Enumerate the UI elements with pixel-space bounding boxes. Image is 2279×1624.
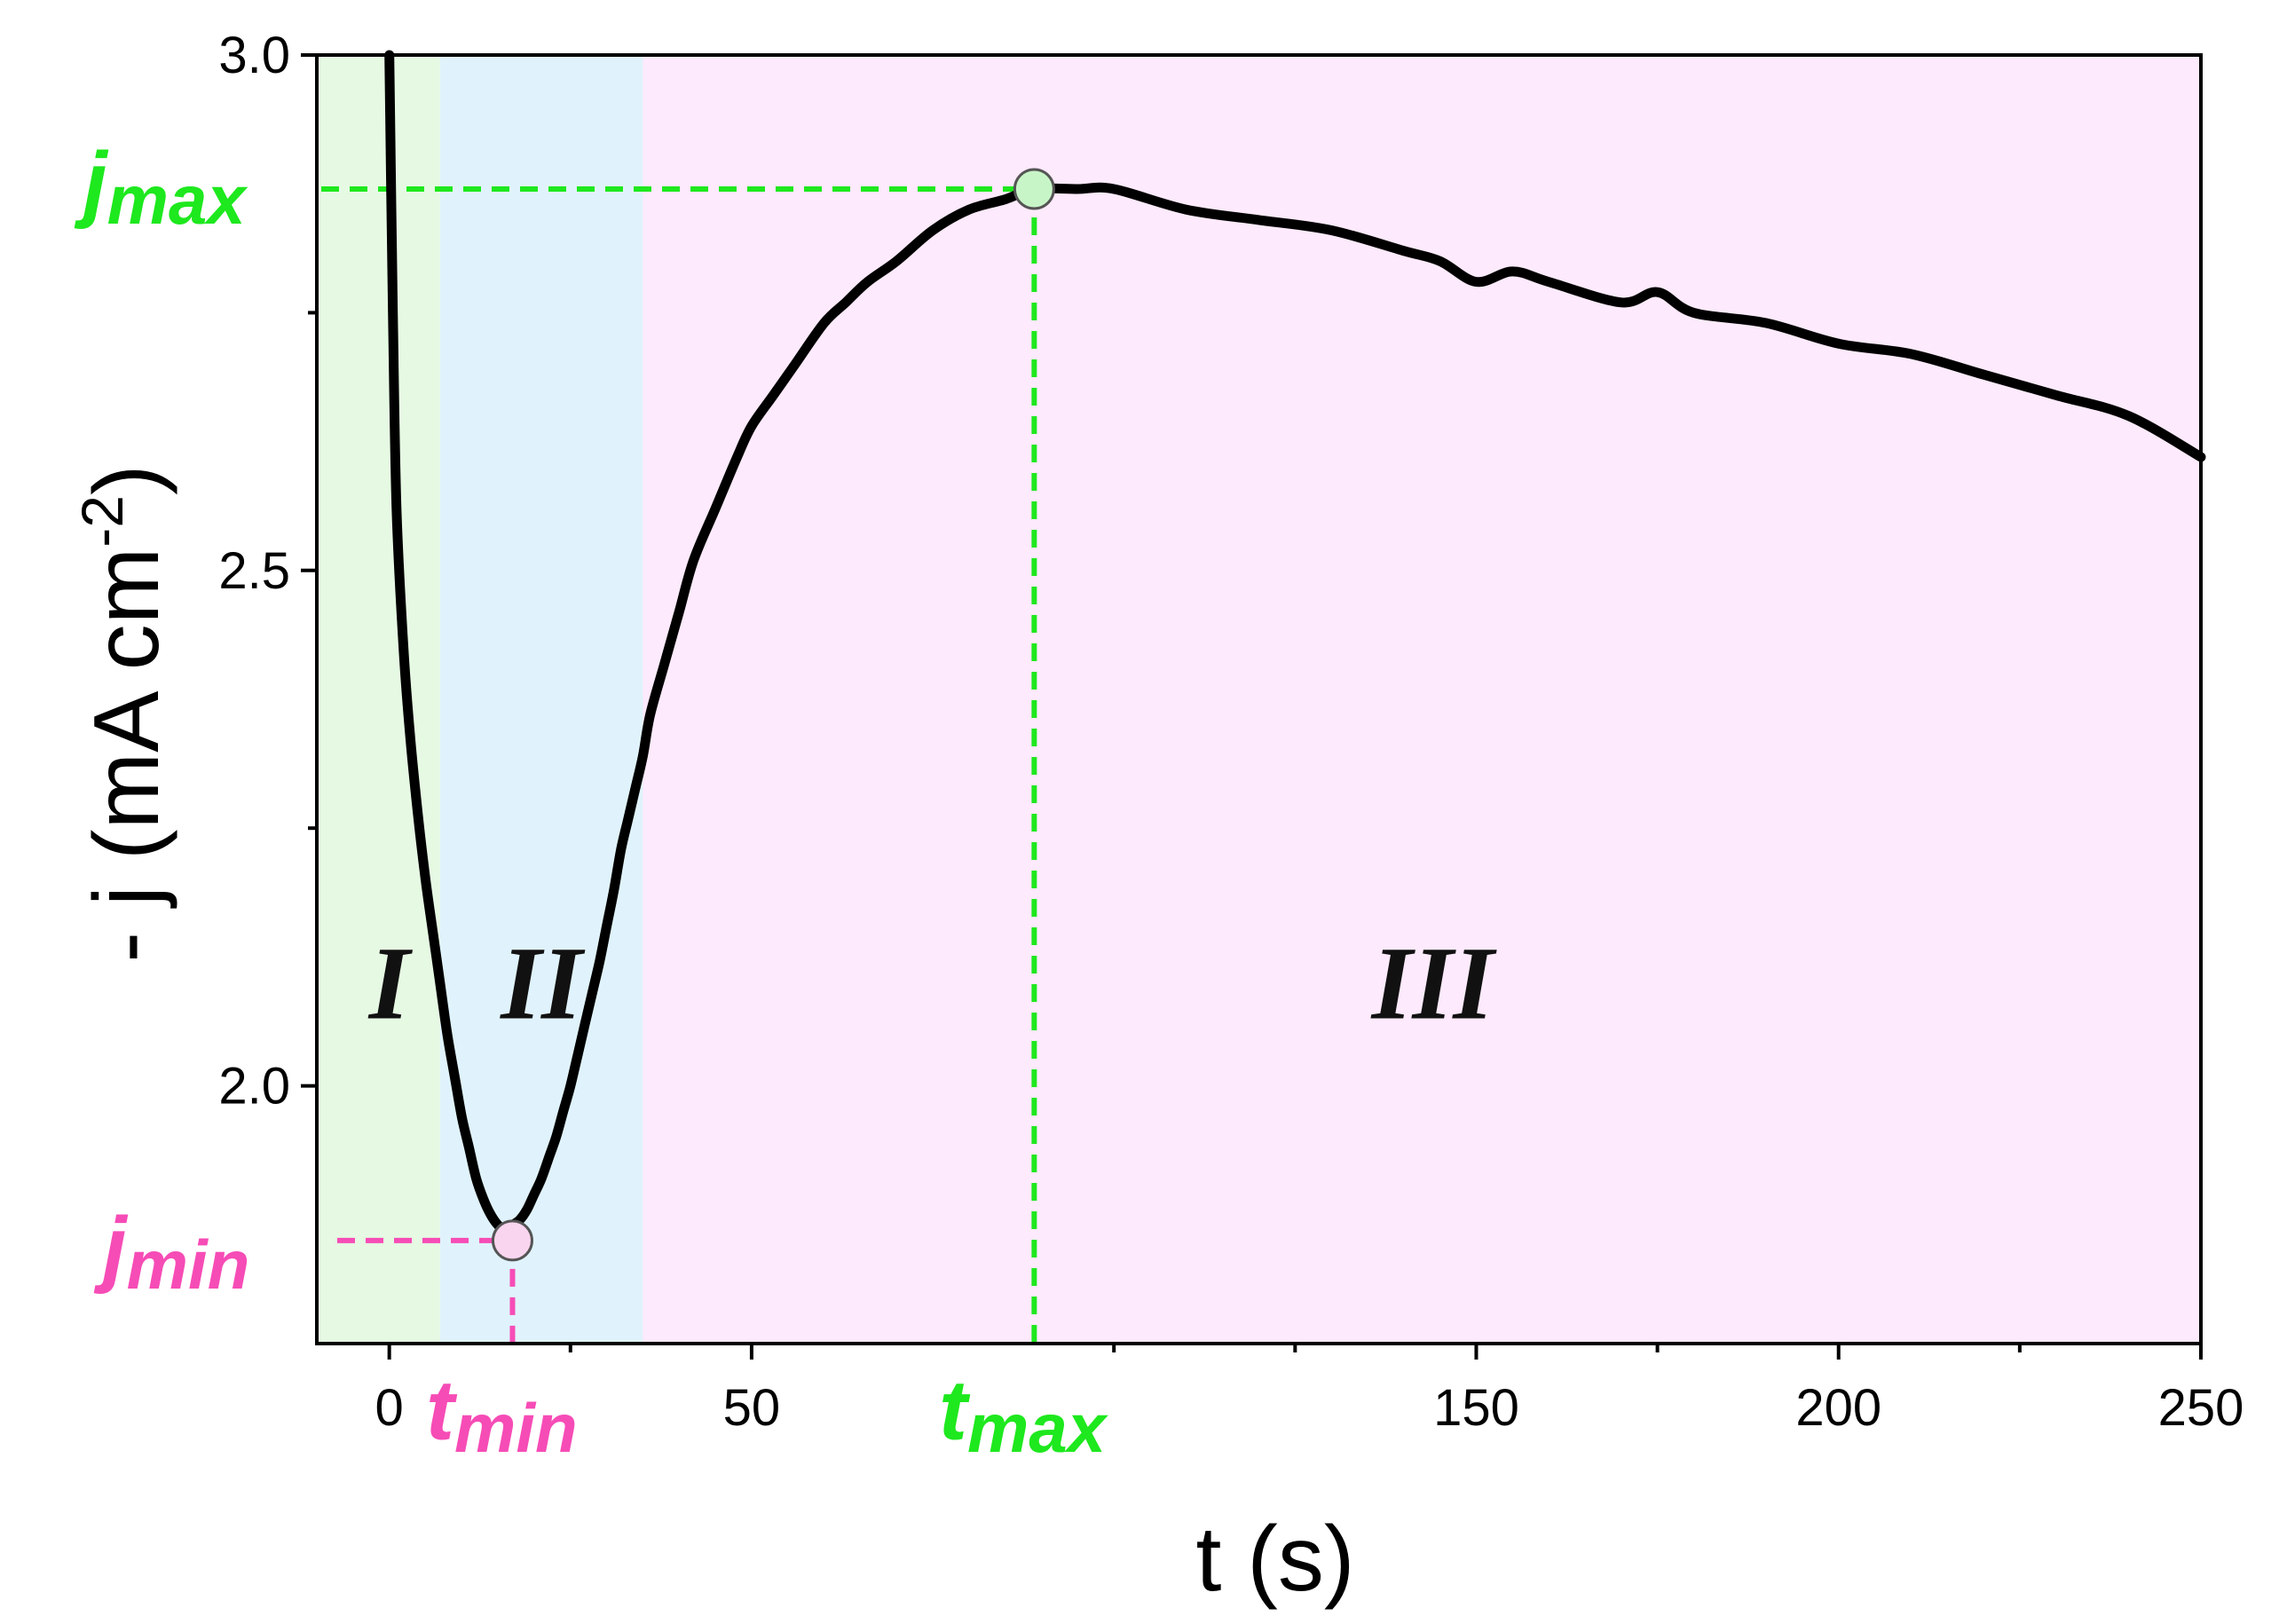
y-axis-title: - j (mA cm-2) — [69, 464, 178, 962]
t-max-label-sub: max — [967, 1389, 1109, 1467]
region-I — [317, 55, 440, 1344]
region-III — [643, 55, 2201, 1344]
x-tick-label-250: 250 — [2158, 1379, 2244, 1437]
ticks-layer — [301, 53, 2203, 1360]
t-max-label-main: t — [939, 1363, 971, 1458]
tick-labels-layer: 0 50 150 200 250 2.0 2.5 3.0 — [218, 27, 2244, 1437]
region-II — [439, 55, 643, 1344]
j-min-label-main: j — [93, 1200, 129, 1295]
x-tick-label-200: 200 — [1795, 1379, 1881, 1437]
series-line — [384, 50, 2206, 1235]
region-label-III: III — [1370, 925, 1498, 1041]
t-max-label: tmax — [939, 1363, 1109, 1467]
y-tick-label-2.5: 2.5 — [218, 542, 290, 600]
y-axis-title-main: - j (mA cm — [75, 548, 178, 963]
max-marker — [1013, 168, 1055, 210]
region-labels-layer: I II III — [367, 925, 1498, 1041]
x-tick-label-50: 50 — [723, 1379, 781, 1437]
markers-layer — [491, 168, 1055, 1262]
x-axis-title: t (s) — [1195, 1508, 1354, 1611]
j-min-label: jmin — [93, 1200, 249, 1304]
y-axis-title-close: ) — [75, 464, 178, 495]
region-label-I: I — [367, 925, 414, 1041]
plot-frame — [315, 53, 2203, 1345]
x-tick-label-150: 150 — [1433, 1379, 1519, 1437]
x-tick-label-0: 0 — [375, 1379, 404, 1437]
y-axis-title-sup: -2 — [69, 495, 135, 548]
region-label-II: II — [499, 925, 586, 1041]
regions-layer — [317, 55, 2201, 1344]
j-max-label-main: j — [74, 135, 109, 230]
y-tick-label-2.0: 2.0 — [218, 1058, 290, 1116]
t-min-label-main: t — [426, 1363, 458, 1458]
t-min-label: tmin — [426, 1363, 578, 1467]
t-min-label-sub: min — [454, 1389, 578, 1467]
j-max-label-sub: max — [107, 161, 249, 239]
y-tick-label-3.0: 3.0 — [218, 27, 290, 84]
j-max-label: jmax — [74, 135, 248, 239]
min-marker — [491, 1219, 533, 1262]
j-min-label-sub: min — [127, 1226, 250, 1304]
